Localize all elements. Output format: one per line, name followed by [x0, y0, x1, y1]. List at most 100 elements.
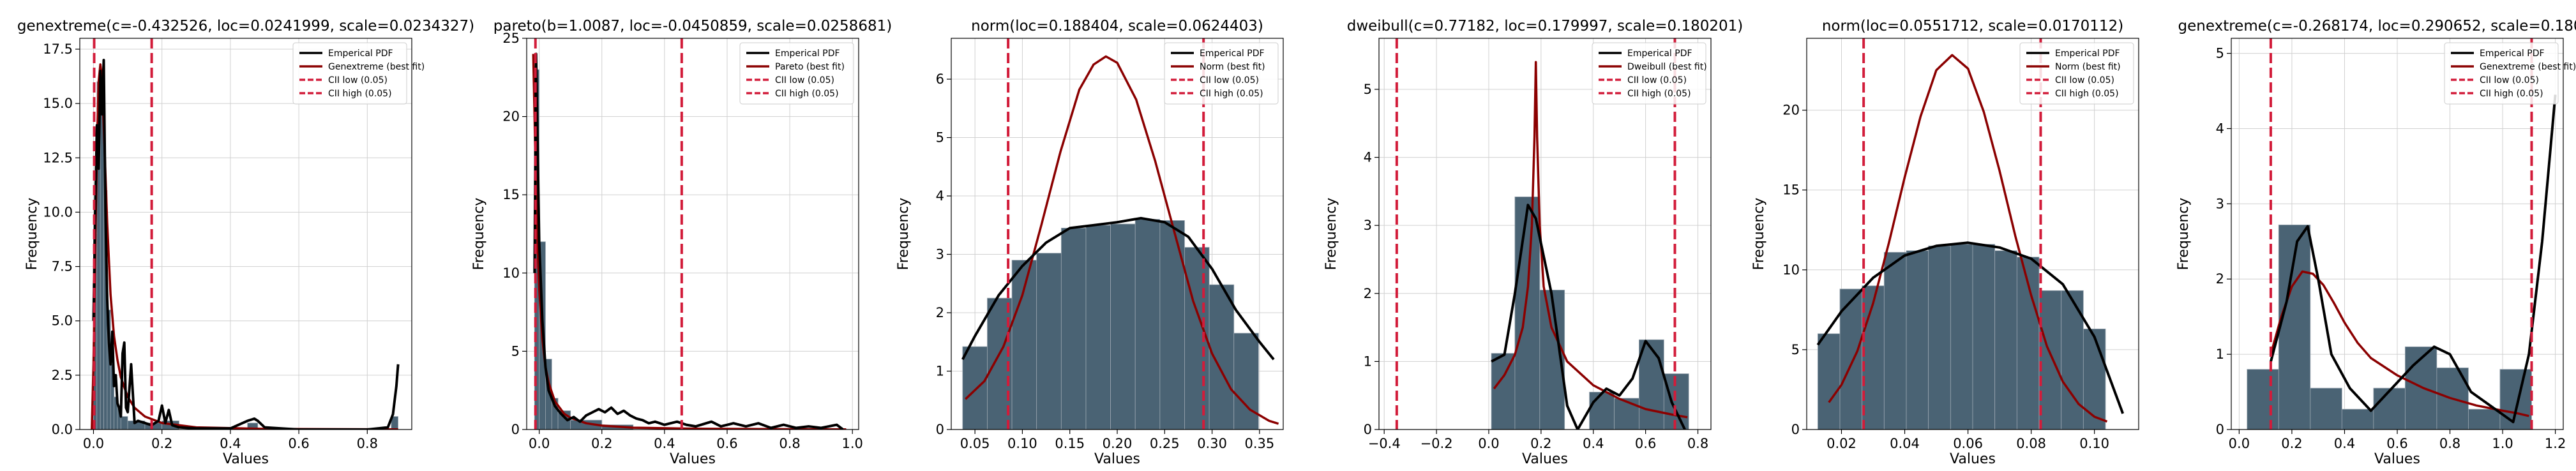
legend-item-ci-low-label: CII low (0.05): [1200, 75, 1259, 86]
histogram-bar: [2247, 369, 2279, 430]
legend-item-empirical-label: Emperical PDF: [1627, 49, 1692, 59]
y-axis-label: Frequency: [1751, 198, 1767, 271]
x-axis-label: Values: [670, 451, 716, 467]
histogram-bar: [2310, 387, 2342, 430]
x-tick-label: 0.6: [288, 436, 309, 451]
y-axis-label: Frequency: [471, 198, 487, 271]
legend-item-empirical-label: Emperical PDF: [2480, 49, 2545, 59]
x-axis-label: Values: [2374, 451, 2420, 467]
x-tick-label: 0.0: [2229, 436, 2250, 451]
y-tick-label: 10: [502, 265, 520, 281]
data-layer: [1816, 38, 2125, 430]
legend: Emperical PDF Pareto (best fit) CII low (0…: [739, 42, 854, 105]
histogram-bar: [2038, 290, 2062, 430]
legend-frame: [1164, 42, 1279, 105]
x-tick-label: 0.6: [2386, 436, 2407, 451]
y-tick-label: 10.0: [43, 204, 73, 220]
data-layer: [961, 38, 1279, 430]
y-tick-label: 5: [2216, 46, 2224, 61]
x-tick-label: 0.8: [779, 436, 800, 451]
legend-item-empirical-label: Emperical PDF: [1200, 49, 1265, 59]
empirical-pdf-line: [533, 52, 844, 430]
legend-item-fit-label: Dweibull (best fit): [1627, 62, 1707, 72]
subplot-6: 0.0 0.2 0.4 0.6 0.8 1.0 1.2 0 1 2 3 4 5 genextreme(c=…: [2176, 18, 2576, 467]
y-tick-label: 2: [1364, 286, 1372, 301]
x-axis-label: Values: [1950, 451, 1996, 467]
x-tick-label: 0.8: [1687, 436, 1708, 451]
histogram-bar: [2373, 387, 2406, 430]
empirical-pdf-line: [1491, 204, 1686, 430]
y-tick-label: 20: [502, 109, 520, 124]
histogram-bar: [2499, 369, 2532, 430]
x-tick-label: −0.2: [1420, 436, 1453, 451]
legend-item-ci-low-label: CII low (0.05): [2055, 75, 2114, 86]
x-tick-label: 0.6: [1635, 436, 1656, 451]
x-tick-label: 0.25: [1150, 436, 1180, 451]
subplot-2: 0.0 0.2 0.4 0.6 0.8 1.0 0 5 10 15 20 25pareto(b=1.0…: [471, 18, 892, 467]
histogram-bar: [1614, 398, 1639, 430]
histogram-bar: [1060, 227, 1087, 430]
legend-item-ci-high-label: CII high (0.05): [2480, 89, 2543, 99]
y-tick-label: 1: [2216, 347, 2224, 362]
legend: Emperical PDF Genextreme (best fit) CII lo…: [2444, 42, 2576, 105]
histogram-bar: [1589, 391, 1615, 430]
histogram-bar: [1950, 244, 1973, 430]
x-tick-label: 0.0: [83, 436, 104, 451]
legend-item-ci-low-label: CII low (0.05): [328, 75, 388, 86]
x-tick-label: 0.4: [2334, 436, 2355, 451]
histogram-bar: [2404, 346, 2437, 430]
y-tick-label: 3: [2216, 196, 2224, 211]
y-axis-label: Frequency: [24, 198, 40, 271]
histogram-bar: [1639, 339, 1664, 430]
histogram-bar: [1134, 219, 1161, 430]
x-tick-label: 0.04: [1890, 436, 1920, 451]
x-tick-label: 0.2: [1530, 436, 1551, 451]
y-tick-label: 17.5: [43, 41, 73, 57]
x-tick-label: 0.05: [960, 436, 990, 451]
y-tick-label: 5.0: [52, 313, 73, 329]
y-tick-label: 0: [2216, 422, 2224, 437]
axes-frame: [1806, 38, 2139, 430]
subplot-title: genextreme(c=-0.432526, loc=0.0241999, s…: [17, 18, 474, 34]
legend-item-ci-low-label: CII low (0.05): [775, 75, 834, 86]
legend-item-fit-label: Norm (best fit): [2055, 62, 2121, 72]
x-tick-label: 0.4: [654, 436, 675, 451]
y-tick-label: 15: [1782, 183, 1800, 198]
histogram-bar: [2083, 328, 2106, 430]
y-axis-label: Frequency: [896, 198, 912, 271]
legend-item-ci-high-label: CII high (0.05): [328, 89, 392, 99]
histogram-bar: [2341, 408, 2374, 430]
subplot-title: pareto(b=1.0087, loc=-0.0450859, scale=0…: [493, 18, 892, 34]
fit-pdf-line: [1493, 61, 1688, 419]
histogram-bar: [1906, 250, 1929, 430]
histogram-bar: [1972, 244, 1996, 430]
y-tick-label: 1: [936, 364, 944, 379]
histogram-bar: [1817, 333, 1841, 430]
x-tick-label: 0.02: [1827, 436, 1857, 451]
axes-frame: [79, 38, 412, 430]
x-tick-label: 0.0: [1478, 436, 1499, 451]
legend-frame: [1592, 42, 1706, 105]
x-axis-label: Values: [223, 451, 269, 467]
histogram-bar: [1110, 223, 1136, 430]
x-axis-label: Values: [1522, 451, 1568, 467]
axes-frame: [526, 38, 859, 430]
histogram-bar: [962, 346, 988, 430]
histogram-bar: [1491, 353, 1516, 430]
subplot-4: −0.4 −0.2 0.0 0.2 0.4 0.6 0.8 0 1 2 3 4 5 dweibull(c=…: [1323, 18, 1743, 467]
empirical-pdf-line: [92, 59, 400, 430]
x-axis-label: Values: [1094, 451, 1140, 467]
y-tick-label: 2: [2216, 271, 2224, 287]
y-tick-label: 4: [1364, 150, 1372, 165]
legend-item-ci-high-label: CII high (0.05): [1200, 89, 1263, 99]
fit-pdf-line: [2270, 270, 2529, 417]
y-axis-label: Frequency: [2176, 198, 2192, 271]
fit-pdf-line: [1828, 54, 2108, 423]
fit-pdf-line: [532, 54, 847, 430]
empirical-pdf-line: [2269, 94, 2557, 424]
histogram-bar: [1883, 251, 1907, 430]
data-layer: [1395, 38, 1689, 430]
histogram-bar: [1862, 285, 1885, 430]
x-tick-label: 0.30: [1197, 436, 1227, 451]
